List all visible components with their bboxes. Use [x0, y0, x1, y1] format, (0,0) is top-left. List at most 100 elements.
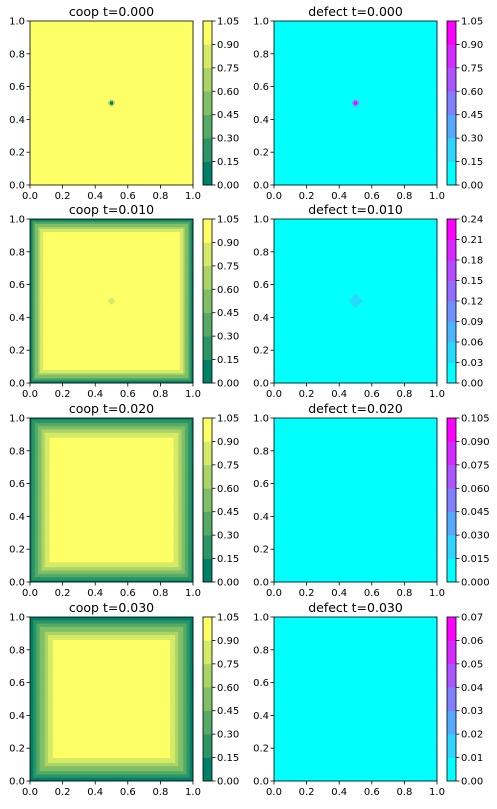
- contour-cell: [274, 753, 438, 756]
- axes-frame: [273, 20, 438, 186]
- contour-cell: [34, 286, 39, 289]
- contour-cell: [30, 301, 33, 304]
- contour-cell: [188, 345, 191, 348]
- contour-cell: [189, 725, 194, 728]
- contour-cell: [183, 636, 187, 639]
- contour-cell: [47, 658, 54, 661]
- contour-cell: [183, 659, 187, 662]
- contour-cell: [44, 733, 49, 736]
- contour-cell: [41, 434, 46, 437]
- contour-cell: [274, 555, 438, 558]
- contour-cell: [30, 514, 33, 517]
- contour-cell: [30, 34, 194, 37]
- contour-cell: [170, 713, 176, 716]
- contour-cell: [43, 338, 181, 341]
- contour-cell: [47, 702, 54, 705]
- contour-cell: [191, 251, 194, 254]
- contour-cell: [274, 39, 438, 42]
- contour-cell: [274, 317, 438, 320]
- contour-cell: [44, 685, 49, 688]
- contour-cell: [189, 376, 192, 379]
- contour-cell: [183, 353, 186, 356]
- contour-cell: [30, 75, 194, 78]
- contour-cell: [274, 559, 438, 562]
- contour-cell: [179, 289, 184, 292]
- contour-cell: [178, 559, 182, 562]
- contour-cell: [191, 563, 194, 566]
- contour-cell: [33, 626, 37, 629]
- contour-cell: [184, 495, 189, 498]
- contour-cell: [44, 432, 179, 435]
- contour-cell: [38, 457, 42, 460]
- contour-cell: [191, 320, 194, 323]
- contour-cell: [183, 279, 186, 282]
- contour-cell: [33, 310, 36, 313]
- y-tick-label: 1.0: [9, 17, 25, 28]
- contour-cell: [44, 689, 49, 692]
- contour-cell: [184, 243, 189, 246]
- contour-cell: [183, 684, 187, 687]
- contour-cell: [173, 509, 179, 512]
- contour-cell: [184, 490, 189, 493]
- contour-cell: [178, 521, 182, 524]
- contour-cell: [43, 361, 181, 364]
- contour-cell: [178, 539, 182, 542]
- contour-cell: [39, 268, 44, 271]
- contour-cell: [33, 635, 37, 638]
- contour-cell: [189, 322, 192, 325]
- contour-cell: [274, 639, 438, 642]
- contour-cell: [184, 541, 189, 544]
- contour-cell: [44, 547, 50, 550]
- contour-cell: [30, 315, 33, 318]
- colorbar-tick-label: 0.30: [217, 332, 239, 343]
- contour-cell: [189, 374, 192, 377]
- contour-cell: [49, 536, 174, 539]
- contour-cell: [175, 708, 179, 711]
- plot-title: defect t=0.020: [308, 401, 403, 416]
- contour-cell: [44, 658, 49, 661]
- contour-cell: [186, 735, 191, 738]
- contour-cell: [34, 434, 39, 437]
- contour-cell: [30, 271, 33, 274]
- contour-cell: [34, 241, 39, 244]
- contour-cell: [30, 713, 34, 716]
- contour-cell: [183, 312, 186, 315]
- contour-cell: [38, 429, 42, 432]
- contour-cell: [39, 630, 184, 633]
- contour-cell: [30, 98, 194, 101]
- contour-cell: [184, 342, 189, 345]
- colorbar-segment: [203, 734, 212, 758]
- contour-cell: [30, 555, 33, 558]
- contour-cell: [44, 519, 50, 522]
- contour-cell: [36, 684, 41, 687]
- contour-cell: [30, 522, 33, 525]
- contour-cell: [30, 58, 194, 61]
- contour-cell: [189, 232, 192, 235]
- contour-cell: [181, 522, 186, 525]
- contour-cell: [30, 537, 33, 540]
- contour-cell: [274, 274, 438, 277]
- contour-cell: [30, 513, 33, 516]
- contour-cell: [175, 674, 179, 677]
- colorbar-tick-label: 0.60: [217, 87, 239, 98]
- contour-cell: [43, 340, 181, 343]
- x-tick-label: 0.6: [120, 787, 136, 798]
- contour-cell: [274, 712, 438, 715]
- contour-cell: [31, 245, 34, 248]
- contour-cell: [34, 314, 39, 317]
- contour-cell: [47, 664, 54, 667]
- contour-cell: [178, 460, 182, 463]
- contour-cell: [178, 522, 182, 525]
- contour-cell: [31, 527, 36, 530]
- contour-cell: [34, 228, 39, 231]
- contour-cell: [38, 555, 42, 558]
- contour-cell: [274, 369, 438, 372]
- contour-cell: [33, 685, 37, 688]
- contour-cell: [44, 713, 49, 716]
- contour-cell: [52, 667, 171, 670]
- contour-cell: [170, 707, 176, 710]
- contour-cell: [170, 715, 176, 718]
- contour-cell: [188, 278, 191, 281]
- contour-cell: [36, 741, 41, 744]
